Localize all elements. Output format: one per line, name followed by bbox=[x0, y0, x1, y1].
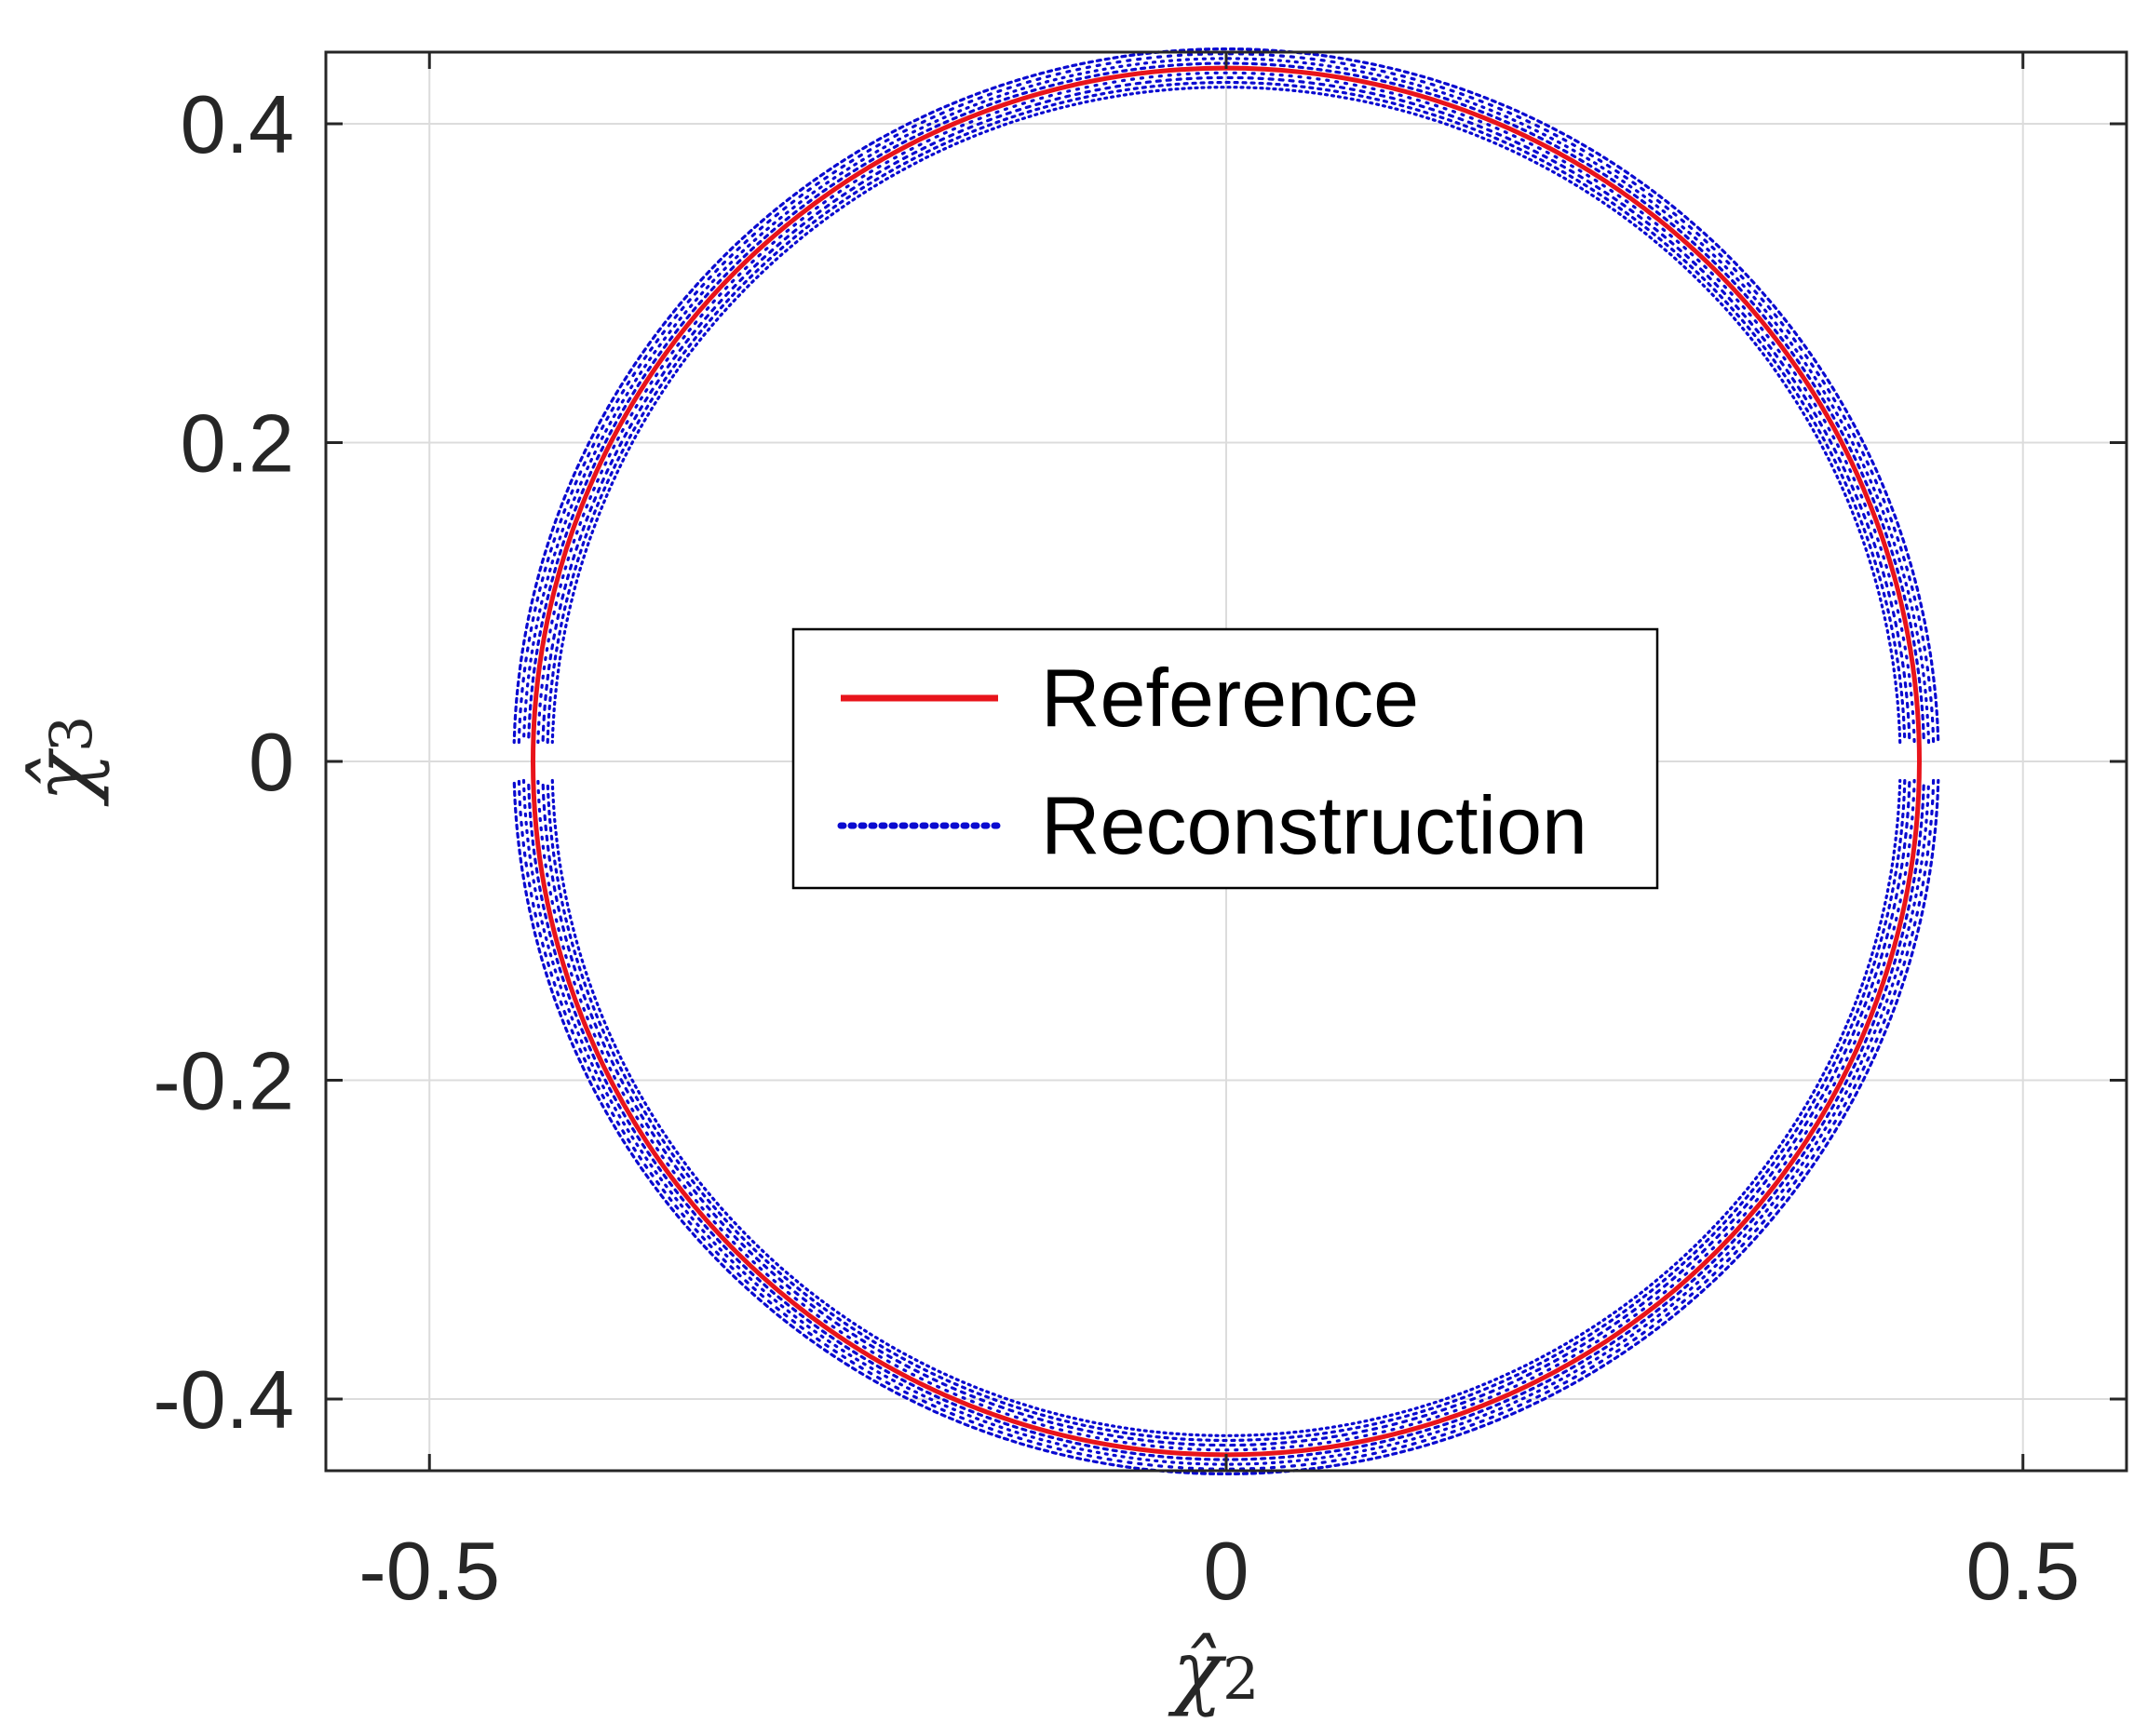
grid-lines bbox=[326, 52, 2127, 1471]
x-tick-label: 0 bbox=[1204, 1525, 1249, 1617]
y-tick-label: 0.2 bbox=[181, 397, 294, 490]
y-tick-label: 0.4 bbox=[181, 78, 294, 170]
reconstruction-line bbox=[541, 75, 1911, 1447]
legend-box bbox=[791, 627, 1659, 890]
legend: Reference Reconstruction bbox=[791, 627, 1659, 890]
x-tick-label: -0.5 bbox=[358, 1525, 500, 1617]
y-tick-label: 0 bbox=[249, 716, 294, 808]
reconstruction-line bbox=[546, 80, 1907, 1443]
y-tick-label: -0.2 bbox=[153, 1034, 294, 1126]
tick-labels: -0.5 0 0.5 -0.4 -0.2 0 0.2 0.4 bbox=[153, 78, 2080, 1617]
reconstruction-line bbox=[550, 86, 1902, 1437]
legend-reference-label: Reference bbox=[1041, 652, 1419, 744]
legend-reconstruction-label: Reconstruction bbox=[1041, 779, 1587, 871]
reconstruction-line bbox=[512, 47, 1940, 1475]
y-axis-label: χ̂3 bbox=[15, 716, 111, 808]
x-tick-label: 0.5 bbox=[1966, 1525, 2080, 1617]
reconstruction-line bbox=[521, 57, 1931, 1466]
x-axis-label: χ̂2 bbox=[1168, 1622, 1260, 1718]
reconstruction-line bbox=[536, 71, 1916, 1452]
axis-ticks bbox=[326, 52, 2127, 1471]
plot-frame bbox=[324, 50, 2128, 1473]
y-tick-label: -0.4 bbox=[153, 1353, 294, 1446]
